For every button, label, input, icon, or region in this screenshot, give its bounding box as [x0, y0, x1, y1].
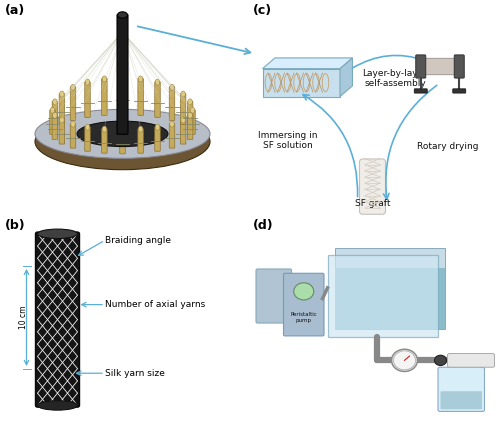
FancyBboxPatch shape	[85, 82, 90, 118]
Ellipse shape	[188, 112, 192, 118]
Ellipse shape	[38, 401, 78, 410]
FancyBboxPatch shape	[188, 115, 193, 139]
Ellipse shape	[50, 107, 55, 113]
Ellipse shape	[60, 117, 64, 123]
FancyBboxPatch shape	[256, 269, 292, 323]
Text: SF graft: SF graft	[355, 199, 390, 208]
Text: (b): (b)	[5, 219, 25, 232]
Ellipse shape	[71, 121, 76, 127]
FancyBboxPatch shape	[169, 124, 174, 148]
Ellipse shape	[35, 113, 210, 170]
FancyBboxPatch shape	[416, 55, 426, 78]
Polygon shape	[262, 58, 352, 69]
Ellipse shape	[170, 121, 174, 127]
Ellipse shape	[52, 99, 57, 105]
FancyBboxPatch shape	[59, 120, 64, 144]
FancyBboxPatch shape	[70, 124, 76, 148]
Ellipse shape	[120, 127, 124, 133]
Ellipse shape	[155, 79, 160, 85]
FancyBboxPatch shape	[138, 79, 143, 115]
Ellipse shape	[71, 85, 76, 91]
Ellipse shape	[35, 109, 210, 158]
Circle shape	[434, 355, 446, 366]
FancyBboxPatch shape	[36, 232, 80, 407]
FancyBboxPatch shape	[102, 129, 107, 153]
FancyBboxPatch shape	[414, 89, 427, 93]
FancyBboxPatch shape	[440, 391, 482, 409]
Ellipse shape	[170, 85, 174, 91]
Ellipse shape	[52, 112, 57, 118]
FancyBboxPatch shape	[360, 159, 386, 214]
Text: Rotary drying: Rotary drying	[417, 142, 478, 151]
Ellipse shape	[102, 76, 106, 82]
Ellipse shape	[120, 75, 125, 81]
FancyBboxPatch shape	[50, 110, 55, 134]
Ellipse shape	[60, 91, 64, 97]
Text: 10 cm: 10 cm	[20, 306, 28, 329]
Text: (a): (a)	[5, 4, 25, 17]
Text: Braiding angle: Braiding angle	[105, 236, 171, 245]
Ellipse shape	[181, 117, 186, 123]
FancyBboxPatch shape	[328, 255, 438, 337]
FancyBboxPatch shape	[169, 87, 174, 121]
Ellipse shape	[38, 229, 78, 239]
FancyBboxPatch shape	[454, 55, 464, 78]
FancyBboxPatch shape	[335, 248, 445, 329]
Ellipse shape	[86, 79, 90, 85]
Ellipse shape	[155, 124, 160, 130]
FancyBboxPatch shape	[138, 129, 143, 153]
FancyBboxPatch shape	[284, 273, 324, 336]
Ellipse shape	[118, 12, 128, 18]
Ellipse shape	[190, 107, 195, 113]
FancyBboxPatch shape	[448, 353, 494, 367]
FancyBboxPatch shape	[117, 15, 128, 134]
Text: Silk yarn size: Silk yarn size	[105, 369, 165, 378]
Circle shape	[294, 283, 314, 300]
Polygon shape	[340, 58, 352, 97]
Ellipse shape	[138, 126, 143, 132]
FancyBboxPatch shape	[335, 268, 445, 329]
Text: Peristaltic
pump: Peristaltic pump	[290, 312, 317, 323]
FancyBboxPatch shape	[52, 101, 58, 129]
Circle shape	[392, 349, 417, 372]
FancyBboxPatch shape	[155, 127, 160, 151]
FancyBboxPatch shape	[421, 58, 460, 75]
Text: Immersing in
SF solution: Immersing in SF solution	[258, 131, 318, 150]
Text: Number of axial yarns: Number of axial yarns	[105, 300, 206, 309]
FancyBboxPatch shape	[120, 130, 125, 154]
Text: (d): (d)	[252, 219, 273, 232]
FancyBboxPatch shape	[180, 94, 186, 124]
Ellipse shape	[85, 124, 89, 130]
FancyBboxPatch shape	[453, 89, 466, 93]
FancyBboxPatch shape	[102, 79, 107, 115]
Ellipse shape	[138, 76, 143, 82]
FancyBboxPatch shape	[438, 367, 484, 411]
Circle shape	[394, 351, 415, 370]
FancyBboxPatch shape	[180, 120, 186, 144]
Ellipse shape	[77, 121, 168, 147]
FancyBboxPatch shape	[262, 69, 340, 97]
FancyBboxPatch shape	[190, 110, 195, 134]
Ellipse shape	[188, 99, 192, 105]
Text: Layer-by-layer
self-assembly: Layer-by-layer self-assembly	[362, 69, 428, 88]
FancyBboxPatch shape	[120, 77, 125, 115]
Ellipse shape	[102, 126, 106, 132]
Ellipse shape	[181, 91, 186, 97]
FancyBboxPatch shape	[188, 101, 193, 129]
FancyBboxPatch shape	[59, 94, 64, 124]
Text: (c): (c)	[252, 4, 272, 17]
FancyBboxPatch shape	[155, 82, 160, 118]
FancyBboxPatch shape	[52, 115, 58, 139]
FancyBboxPatch shape	[70, 87, 76, 121]
FancyBboxPatch shape	[84, 127, 90, 151]
